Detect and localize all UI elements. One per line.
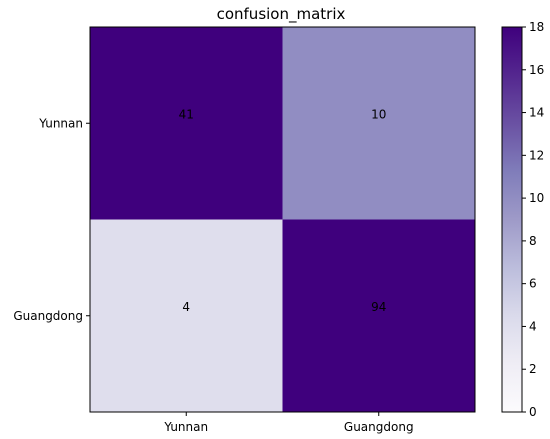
y-tick-label: Yunnan (38, 116, 83, 130)
heatmap-cells: 41 10 4 94 (90, 27, 475, 412)
heatmap-cell (90, 27, 283, 220)
y-tick-label: Guangdong (13, 309, 83, 323)
colorbar-tick-label: 8 (529, 234, 537, 248)
x-tick-label: Guangdong (344, 420, 414, 434)
colorbar-tick-label: 4 (529, 319, 537, 333)
colorbar-tick-label: 6 (529, 277, 537, 291)
chart-title: confusion_matrix (217, 5, 346, 24)
x-axis: Yunnan Guangdong (163, 412, 414, 434)
cell-value-label: 94 (371, 300, 386, 314)
colorbar-tick-label: 18 (529, 20, 544, 34)
colorbar-axis: 0 2 4 6 8 10 12 14 16 18 (522, 20, 544, 419)
colorbar-tick-label: 10 (529, 191, 544, 205)
colorbar-tick-label: 16 (529, 63, 544, 77)
colorbar-tick-label: 2 (529, 362, 537, 376)
plot-frame (89, 26, 476, 413)
y-axis: Yunnan Guangdong (13, 116, 90, 323)
colorbar-tick-label: 12 (529, 148, 544, 162)
heatmap-cell (90, 219, 283, 412)
heatmap-cell (282, 219, 475, 412)
heatmap-cell (282, 27, 475, 220)
colorbar-tick-label: 14 (529, 106, 544, 120)
cell-value-label: 4 (182, 300, 190, 314)
colorbar-tick-label: 0 (529, 405, 537, 419)
cell-value-label: 41 (179, 107, 194, 121)
x-tick-label: Yunnan (163, 420, 208, 434)
cell-value-label: 10 (371, 107, 386, 121)
colorbar (501, 26, 523, 413)
